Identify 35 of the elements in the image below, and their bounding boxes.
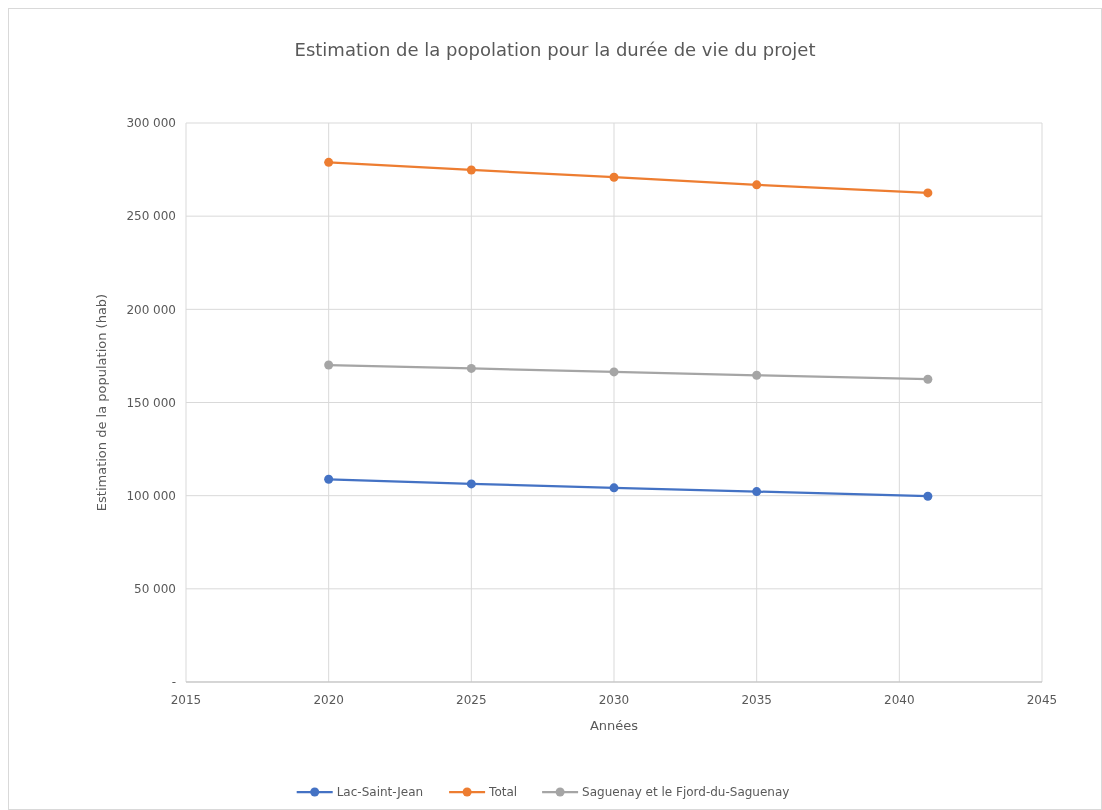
point (923, 374, 933, 384)
x-axis-title: Années (589, 718, 639, 733)
point (752, 487, 762, 497)
point (466, 165, 476, 175)
chart-title: Estimation de la popolation pour la durée de vie du projet (294, 39, 816, 60)
point (466, 363, 476, 373)
x-tick-label: 2045 (1026, 693, 1058, 707)
x-tick-label: 2030 (598, 693, 630, 707)
y-tick-label: 300 000 (126, 116, 176, 131)
point (752, 180, 762, 190)
x-tick-label: 2035 (741, 693, 772, 707)
x-tick-label: 2040 (884, 693, 915, 707)
x-tick-label: 2015 (170, 693, 202, 707)
point (609, 367, 619, 377)
x-tick-label: 2020 (313, 693, 344, 707)
y-tick-label: 100 000 (126, 488, 176, 503)
point (923, 188, 933, 198)
point (466, 479, 476, 489)
legend-label: Saguenay et le Fjord-du-Saguenay (582, 785, 790, 800)
y-tick-label: 250 000 (126, 209, 176, 224)
y-tick-label: 200 000 (126, 302, 176, 317)
y-tick-label: - (171, 675, 176, 690)
point (324, 360, 334, 370)
x-tick-label: 2025 (456, 693, 487, 707)
point (324, 474, 334, 484)
y-axis-title: Estimation de la population (hab) (94, 293, 109, 512)
point (609, 483, 619, 493)
point (324, 157, 334, 167)
y-tick-label: 50 000 (134, 582, 176, 597)
y-tick-label: 150 000 (126, 395, 176, 410)
point (609, 172, 619, 182)
legend-label: Lac-Saint-Jean (336, 785, 424, 800)
legend-label: Total (488, 785, 518, 800)
point (923, 491, 933, 501)
point (752, 370, 762, 380)
